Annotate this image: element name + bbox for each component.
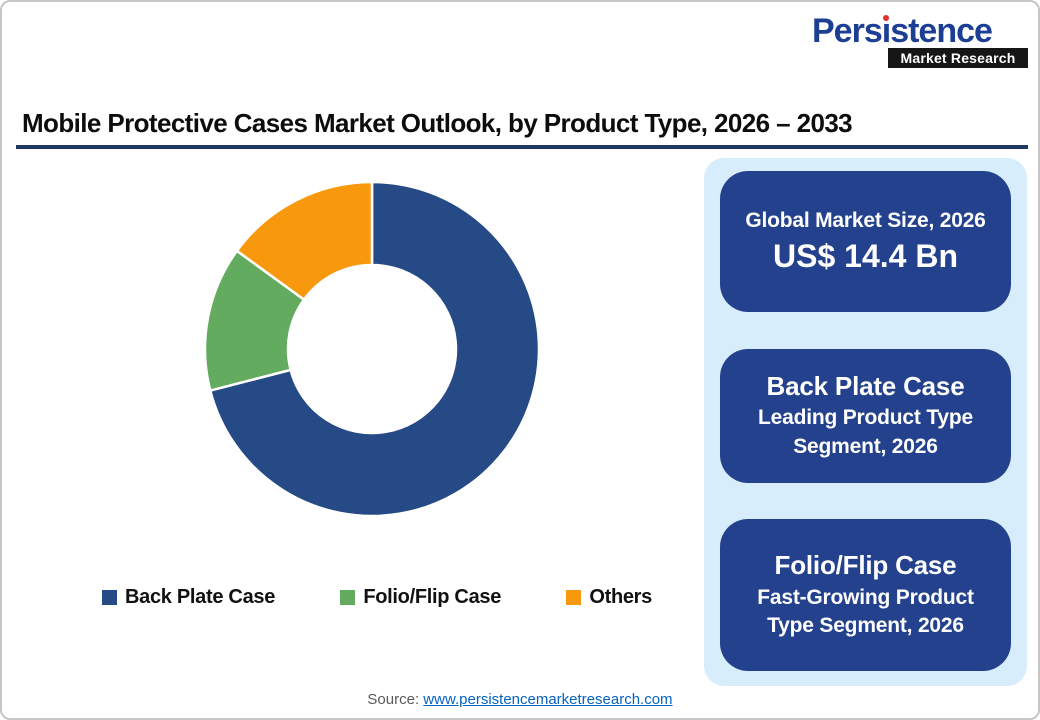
- card-subtext: Fast-Growing Product Type Segment, 2026: [757, 585, 974, 638]
- logo-tagline: Market Research: [888, 48, 1028, 68]
- page-title: Mobile Protective Cases Market Outlook, …: [22, 108, 853, 138]
- legend-item: Back Plate Case: [102, 586, 275, 609]
- legend-swatch-back-plate-case: [102, 590, 117, 605]
- source-link[interactable]: www.persistencemarketresearch.com: [423, 691, 673, 708]
- legend-label: Folio/Flip Case: [363, 586, 502, 608]
- logo-brand: Persı stence: [812, 14, 1028, 48]
- card-heading: Folio/Flip Case: [774, 550, 957, 581]
- card-leading-segment: Back Plate Case Leading Product Type Seg…: [720, 348, 1011, 483]
- card-heading: Global Market Size, 2026: [745, 208, 986, 232]
- donut-slice-back-plate-case: [209, 180, 541, 518]
- card-heading: Back Plate Case: [766, 370, 965, 401]
- donut-slice-others: [235, 180, 374, 301]
- legend-label: Back Plate Case: [125, 586, 276, 608]
- source-label: Source:: [367, 691, 420, 708]
- donut-chart-svg: [203, 180, 541, 518]
- legend-swatch-others: [566, 590, 582, 605]
- card-value: US$ 14.4 Bn: [773, 238, 958, 275]
- chart-legend: Back Plate Case Folio/Flip Case Others: [102, 586, 652, 609]
- title-underline: [16, 145, 1028, 149]
- card-fast-growing-segment: Folio/Flip Case Fast-Growing Product Typ…: [720, 519, 1011, 671]
- logo-letter-i: ı: [881, 12, 892, 50]
- logo-i-dot: [882, 15, 889, 21]
- legend-item: Folio/Flip Case: [340, 586, 501, 609]
- logo-brand-pre: Pers: [812, 12, 883, 50]
- logo-brand-post: stence: [890, 12, 993, 50]
- card-subtext: Leading Product Type Segment, 2026: [758, 406, 973, 458]
- source-row: Source: www.persistencemarketresearch.co…: [2, 691, 1038, 708]
- legend-item: Others: [566, 586, 652, 609]
- legend-label: Others: [589, 586, 652, 608]
- card-global-market-size: Global Market Size, 2026 US$ 14.4 Bn: [720, 171, 1011, 312]
- legend-swatch-folio-flip-case: [340, 590, 356, 605]
- logo: Persı stence Market Research: [812, 14, 1028, 68]
- donut-chart: [202, 179, 542, 519]
- logo-letter-i-glyph: ı: [881, 12, 892, 50]
- sidebar-panel: Global Market Size, 2026 US$ 14.4 Bn Bac…: [704, 158, 1027, 686]
